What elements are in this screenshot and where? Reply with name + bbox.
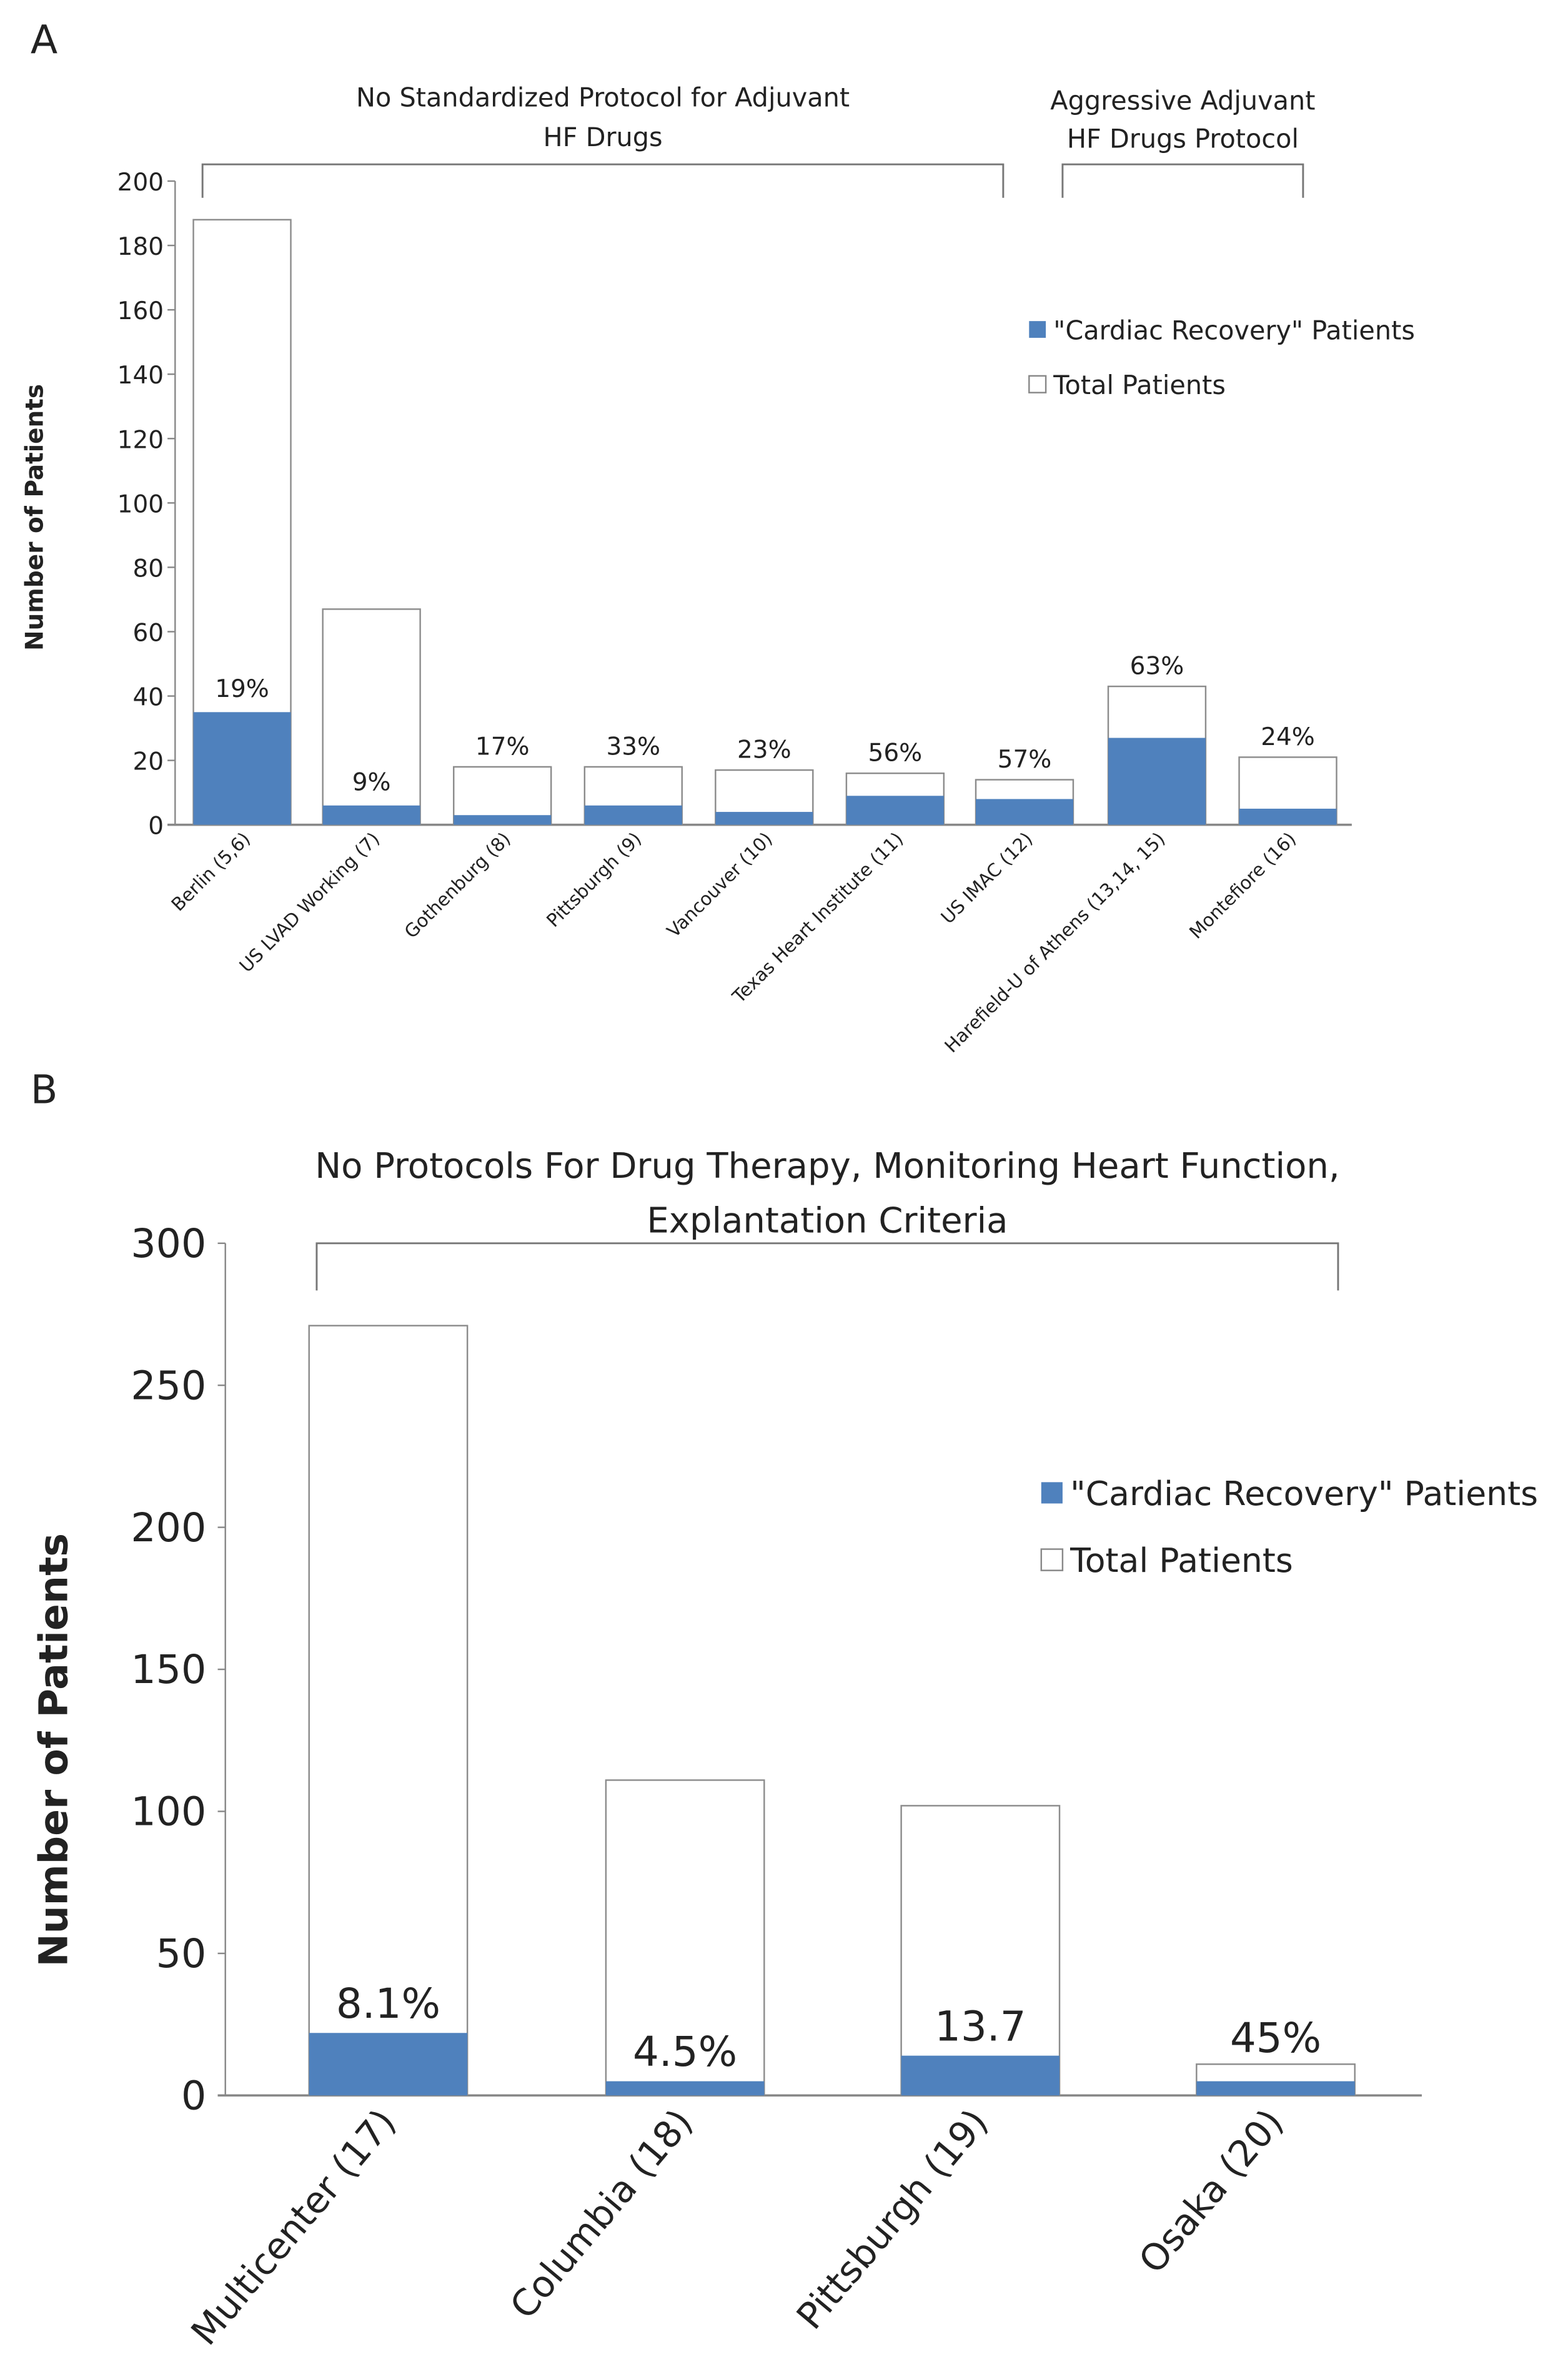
legend-label-total: Total Patients: [1069, 1541, 1293, 1580]
panel-label-a: A: [31, 16, 57, 62]
x-tick-label: Berlin (5,6): [167, 828, 254, 916]
data-label: 13.7: [935, 2002, 1026, 2050]
x-tick-label: Pittsburgh (9): [542, 828, 645, 931]
legend-swatch-recovery: [1041, 1482, 1063, 1504]
y-tick-label: 120: [117, 426, 164, 454]
group-title: HF Drugs Protocol: [1067, 124, 1299, 154]
bar-recovery: [1239, 808, 1337, 825]
group-title: Explantation Criteria: [647, 1201, 1008, 1242]
x-tick-label: Montefiore (16): [1185, 828, 1300, 943]
bar-total: [453, 766, 552, 826]
bar-recovery: [309, 2033, 468, 2096]
bar-recovery: [976, 799, 1073, 825]
legend-swatch-total: [1028, 375, 1047, 393]
y-tick-label: 50: [156, 1930, 207, 1977]
y-tick-label: 0: [181, 2073, 206, 2119]
group-bracket: [201, 163, 1005, 198]
y-tick-label: 200: [117, 169, 164, 197]
x-tick-label: Pittsburgh (19): [788, 2101, 996, 2337]
x-tick-label: US LVAD Working (7): [235, 828, 384, 977]
legend-label-total: Total Patients: [1053, 370, 1226, 400]
bar-recovery: [605, 2081, 765, 2096]
y-axis-label: Number of Patients: [21, 384, 49, 651]
bar-total: [308, 1325, 469, 2096]
y-tick-label: 0: [148, 812, 164, 841]
y-tick-label: 40: [132, 684, 164, 712]
bar-recovery: [1196, 2081, 1355, 2096]
y-tick-label: 140: [117, 362, 164, 390]
x-tick-label: US IMAC (12): [937, 828, 1037, 928]
y-tick-label: 150: [131, 1646, 206, 1692]
group-bracket: [1061, 163, 1304, 198]
y-tick-label: 200: [131, 1504, 206, 1551]
y-axis-label: Number of Patients: [30, 1533, 76, 1967]
panel-label-b: B: [31, 1067, 57, 1113]
y-tick-label: 20: [132, 748, 164, 776]
data-label: 8.1%: [336, 1980, 440, 2028]
y-tick-label: 160: [117, 297, 164, 325]
data-label: 57%: [998, 746, 1052, 774]
data-label: 23%: [737, 736, 791, 764]
bar-recovery: [846, 796, 944, 825]
bar-recovery: [193, 712, 291, 825]
legend-swatch-recovery: [1029, 321, 1046, 338]
legend-label-recovery: "Cardiac Recovery" Patients: [1070, 1474, 1538, 1513]
x-tick-label: Vancouver (10): [663, 828, 777, 942]
data-label: 63%: [1130, 653, 1184, 681]
bar-total: [322, 608, 421, 826]
y-tick-label: 180: [117, 233, 164, 261]
y-tick-label: 100: [117, 490, 164, 518]
y-tick-label: 250: [131, 1362, 206, 1408]
legend-swatch-total: [1040, 1548, 1064, 1571]
data-label: 17%: [475, 733, 530, 761]
bar-recovery: [322, 805, 420, 825]
data-label: 4.5%: [633, 2028, 737, 2076]
bar-total: [605, 1779, 765, 2096]
group-bracket: [315, 1242, 1339, 1291]
data-label: 9%: [352, 768, 391, 796]
x-tick-label: Osaka (20): [1131, 2101, 1292, 2281]
data-label: 56%: [868, 739, 923, 768]
x-tick-label: Gothenburg (8): [400, 828, 515, 942]
data-label: 33%: [606, 733, 660, 761]
x-tick-label: Columbia (18): [502, 2101, 701, 2326]
y-tick-label: 100: [131, 1789, 206, 1835]
chart-a: 0 20 40 60 80 100 120 140 160 180 200 Number of Pat…: [21, 83, 1415, 1057]
x-tick-label: Multicenter (17): [183, 2101, 404, 2353]
group-title: No Standardized Protocol for Adjuvant: [356, 83, 850, 113]
group-title: No Protocols For Drug Therapy, Monitorin…: [315, 1146, 1340, 1187]
bar-recovery: [1108, 738, 1206, 825]
y-tick-label: 80: [132, 555, 164, 583]
x-tick-label: Harefield-U of Athens (13,14, 15): [940, 828, 1169, 1057]
y-tick-label: 60: [132, 619, 164, 647]
data-label: 19%: [215, 675, 269, 703]
bar-recovery: [454, 815, 552, 825]
group-title: HF Drugs: [543, 122, 662, 152]
bar-recovery: [901, 2055, 1060, 2096]
group-title: Aggressive Adjuvant: [1050, 86, 1315, 116]
chart-b: 0 50 100 150 200 250 300 Number of Patients 8.1%…: [30, 1146, 1538, 2353]
bar-total: [900, 1805, 1061, 2096]
legend-label-recovery: "Cardiac Recovery" Patients: [1053, 315, 1415, 345]
bar-recovery: [715, 812, 813, 825]
data-label: 24%: [1261, 723, 1315, 751]
y-tick-label: 300: [131, 1220, 206, 1267]
data-label: 45%: [1230, 2014, 1321, 2062]
bar-recovery: [584, 805, 682, 825]
